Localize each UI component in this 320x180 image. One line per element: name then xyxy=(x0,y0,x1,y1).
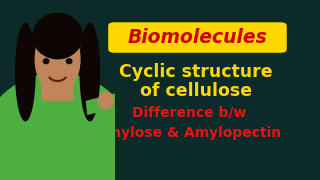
Ellipse shape xyxy=(43,58,50,64)
FancyBboxPatch shape xyxy=(42,68,74,101)
Text: of cellulose: of cellulose xyxy=(140,82,252,100)
Ellipse shape xyxy=(15,22,36,122)
FancyBboxPatch shape xyxy=(108,22,287,53)
Ellipse shape xyxy=(98,92,114,110)
Ellipse shape xyxy=(35,25,81,94)
Text: Difference b/w: Difference b/w xyxy=(132,105,246,119)
Ellipse shape xyxy=(0,73,132,180)
Ellipse shape xyxy=(79,22,100,122)
FancyArrow shape xyxy=(86,92,122,115)
Text: Biomolecules: Biomolecules xyxy=(128,28,267,47)
Text: Amylose & Amylopectin: Amylose & Amylopectin xyxy=(96,126,281,140)
Text: Cyclic structure: Cyclic structure xyxy=(119,63,273,81)
Ellipse shape xyxy=(32,13,83,59)
Ellipse shape xyxy=(66,58,73,64)
